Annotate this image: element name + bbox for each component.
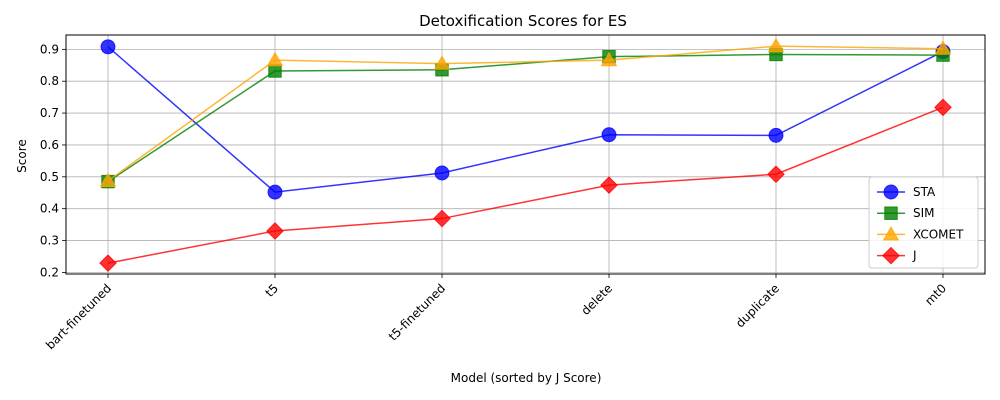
legend-label: XCOMET — [913, 227, 964, 241]
data-point-diamond — [99, 254, 117, 273]
legend-item: XCOMET — [877, 225, 964, 241]
data-point-triangle — [882, 225, 900, 241]
data-point-triangle — [99, 172, 117, 188]
plot-frame — [65, 34, 986, 275]
series-line — [107, 106, 944, 264]
data-point-circle — [100, 39, 116, 55]
legend-label: SIM — [913, 206, 935, 220]
series-sim — [101, 47, 950, 189]
data-point-diamond — [882, 246, 900, 265]
legend-label: STA — [913, 185, 936, 199]
y-tick-label: 0.3 — [40, 234, 59, 248]
x-tick-label: duplicate — [733, 281, 782, 330]
series-line — [107, 46, 944, 193]
data-point-diamond — [600, 176, 618, 194]
y-tick-label: 0.5 — [40, 170, 59, 184]
x-axis-ticks: bart-finetuned t5 t5-finetuned delete duplic… — [43, 274, 949, 352]
legend-item: SIM — [877, 206, 935, 220]
x-tick-label: t5 — [262, 281, 281, 300]
chart-title: Detoxification Scores for ES — [419, 12, 627, 30]
legend-item: STA — [877, 184, 936, 200]
y-tick-label: 0.2 — [40, 265, 59, 279]
data-point-square — [268, 64, 282, 78]
series-xcomet — [99, 37, 952, 188]
data-point-diamond — [934, 98, 952, 117]
x-tick-label: bart-finetuned — [43, 281, 114, 352]
series-j — [99, 98, 952, 273]
data-point-circle — [267, 184, 283, 200]
legend-label: J — [912, 249, 917, 263]
series-layer — [99, 37, 952, 273]
data-point-circle — [883, 184, 899, 200]
data-point-diamond — [266, 222, 284, 240]
y-tick-label: 0.4 — [40, 202, 59, 216]
y-tick-label: 0.7 — [40, 106, 59, 120]
data-point-circle — [434, 165, 450, 181]
x-tick-label: mt0 — [922, 281, 949, 308]
y-axis-ticks: 0.2 0.3 0.4 0.5 0.6 0.7 0.8 0.9 — [40, 42, 66, 279]
data-point-circle — [768, 127, 784, 143]
data-point-circle — [601, 127, 617, 143]
data-point-triangle — [934, 40, 952, 55]
data-point-triangle — [433, 55, 451, 70]
data-point-triangle — [767, 37, 785, 53]
legend: STA SIM XCOMET J — [868, 176, 979, 269]
y-axis-title: Score — [15, 139, 29, 173]
legend-box — [868, 176, 979, 269]
y-tick-label: 0.6 — [40, 138, 59, 152]
x-tick-label: t5-finetuned — [386, 281, 448, 343]
series-line — [107, 53, 944, 183]
legend-item: J — [877, 246, 917, 265]
series-line — [107, 45, 944, 182]
data-point-diamond — [767, 165, 785, 184]
y-tick-label: 0.8 — [40, 74, 59, 88]
data-point-square — [884, 206, 898, 220]
data-point-triangle — [600, 51, 618, 67]
y-tick-label: 0.9 — [40, 42, 59, 56]
data-point-diamond — [433, 209, 451, 228]
x-tick-label: delete — [578, 281, 615, 318]
data-point-triangle — [266, 51, 284, 67]
x-axis-title: Model (sorted by J Score) — [451, 371, 602, 385]
